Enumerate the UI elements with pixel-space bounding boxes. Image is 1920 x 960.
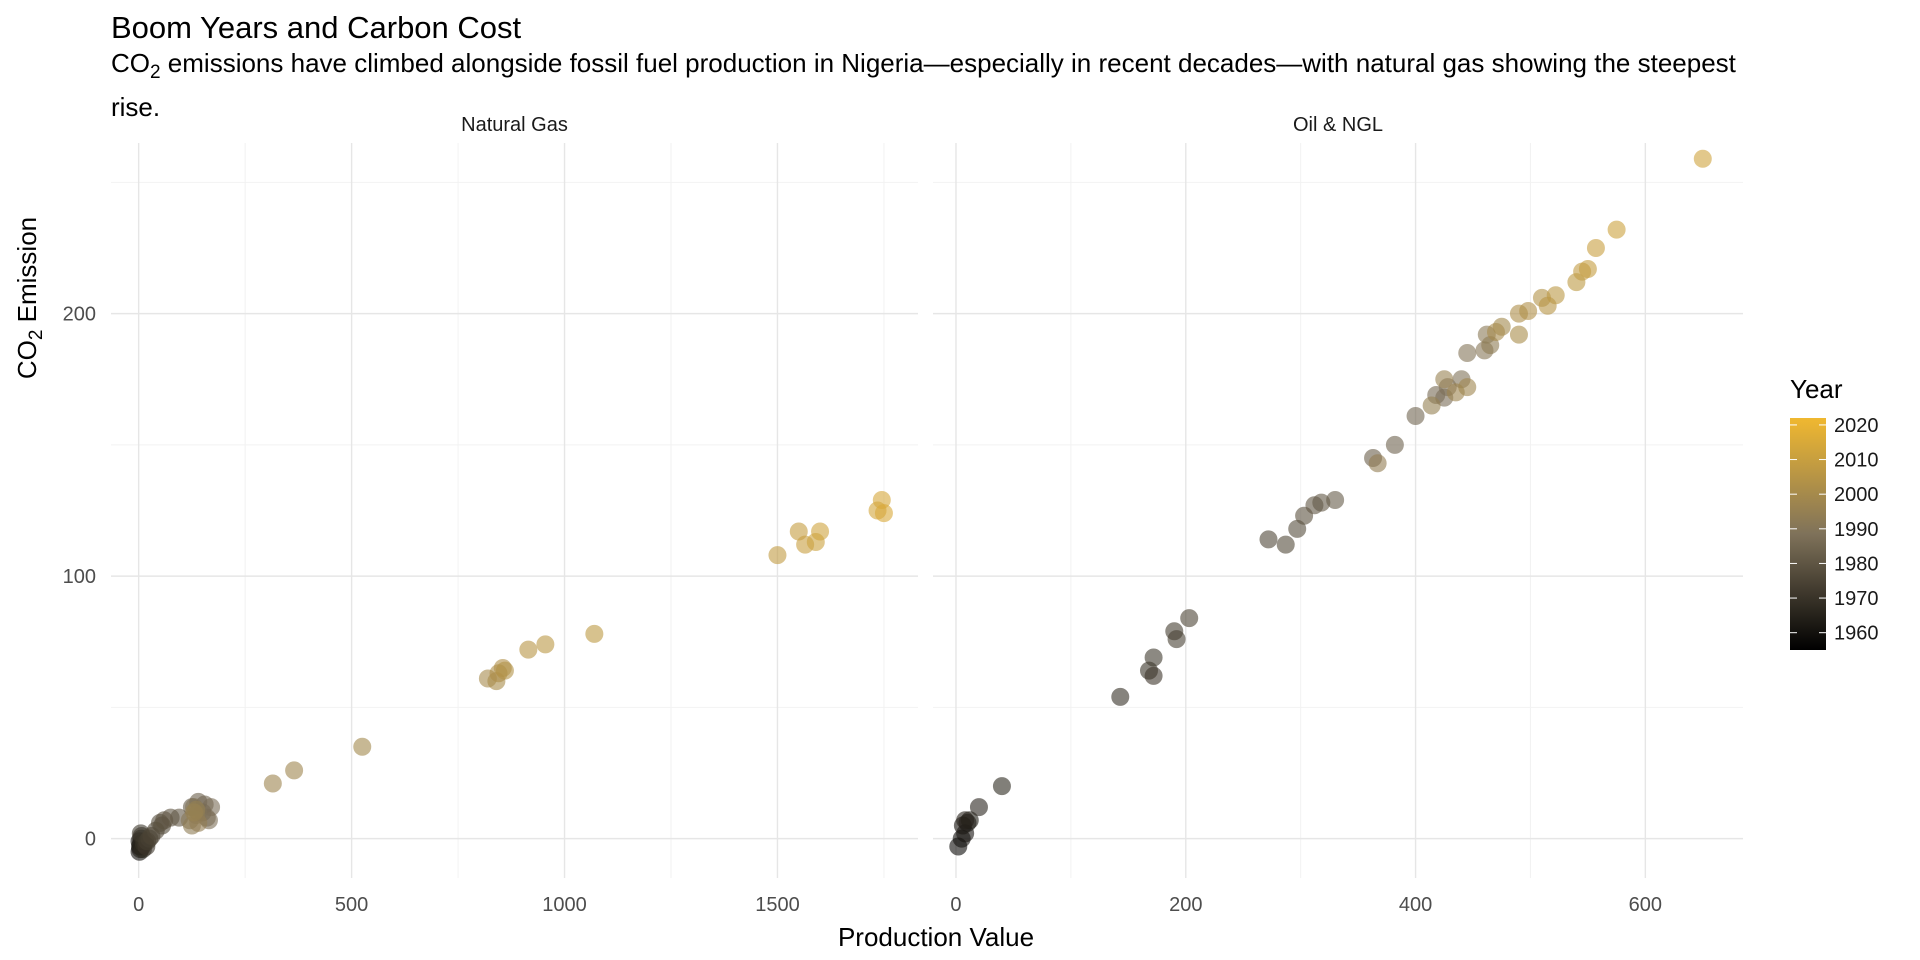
data-point — [536, 635, 555, 654]
legend-title: Year — [1790, 374, 1843, 404]
subtitle-text: emissions have climbed alongside fossil … — [111, 48, 1736, 123]
x-axis-title: Production Value — [838, 922, 1034, 952]
data-point — [1167, 630, 1186, 649]
data-point — [353, 737, 372, 756]
x-tick-label: 1500 — [755, 894, 800, 916]
data-point — [1458, 378, 1477, 397]
data-point — [1586, 239, 1605, 257]
x-tick-label: 0 — [133, 894, 144, 916]
data-point — [585, 624, 604, 643]
data-point — [1519, 302, 1538, 320]
data-point — [285, 761, 304, 780]
data-point — [1144, 648, 1163, 667]
legend-label: 2020 — [1834, 415, 1879, 437]
data-point — [1312, 493, 1331, 512]
data-point — [1385, 435, 1404, 454]
data-point — [495, 661, 514, 680]
legend-label: 1980 — [1834, 553, 1879, 575]
data-point — [1259, 530, 1278, 549]
data-point — [1693, 149, 1712, 168]
x-tick-label: 400 — [1399, 894, 1432, 916]
data-point — [1368, 454, 1387, 473]
x-tick-label: 0 — [950, 894, 961, 916]
data-point — [1326, 491, 1345, 509]
y-tick-label: 200 — [63, 304, 96, 326]
data-point — [768, 546, 787, 565]
facet-strip-label: Natural Gas — [461, 114, 568, 136]
data-point — [1509, 325, 1528, 344]
subtitle-co: CO — [111, 48, 150, 78]
legend-label: 2000 — [1834, 484, 1879, 506]
data-point — [1111, 687, 1130, 706]
chart-subtitle: CO2 emissions have climbed alongside fos… — [111, 46, 1761, 125]
data-point — [874, 504, 893, 523]
data-point — [1578, 260, 1597, 278]
facet-panel-0: 0 500 1000 1500 Natural Gas — [111, 114, 918, 916]
legend-label: 2010 — [1834, 450, 1879, 472]
y-axis-title-co: CO — [12, 340, 42, 379]
facet-panel-1: 0 200 400 600 Oil & NGL — [933, 114, 1743, 916]
data-point — [1406, 407, 1425, 425]
facet-strip-label: Oil & NGL — [1293, 114, 1383, 136]
data-point — [1435, 370, 1454, 389]
legend-label: 1970 — [1834, 588, 1879, 610]
y-axis-title-emission: Emission — [12, 217, 42, 330]
y-axis-title: CO2 Emission — [12, 217, 47, 379]
data-point — [1276, 535, 1295, 554]
legend-label: 1990 — [1834, 519, 1879, 541]
y-tick-label: 0 — [85, 829, 96, 851]
x-tick-label: 200 — [1169, 894, 1202, 916]
data-point — [1607, 220, 1626, 239]
subtitle-subscript: 2 — [150, 62, 161, 84]
data-point — [1180, 609, 1199, 628]
data-point — [263, 774, 282, 793]
data-point — [519, 640, 538, 659]
y-tick-label: 100 — [63, 566, 96, 588]
legend-labels: 2020 2010 2000 1990 1980 1970 1960 — [1790, 415, 1879, 645]
data-point — [1486, 323, 1505, 341]
data-point — [969, 798, 988, 817]
data-point — [811, 522, 830, 541]
chart-title: Boom Years and Carbon Cost — [111, 10, 522, 45]
data-point — [1144, 666, 1163, 685]
x-tick-label: 1000 — [542, 894, 587, 916]
x-tick-label: 500 — [335, 894, 368, 916]
data-point — [956, 811, 975, 830]
data-point — [1422, 396, 1441, 415]
legend-label: 1960 — [1834, 623, 1879, 645]
data-point — [1546, 286, 1565, 305]
legend-colorbar — [1790, 418, 1826, 650]
x-tick-label: 600 — [1629, 894, 1662, 916]
data-point — [185, 803, 204, 822]
color-legend: Year 2020 2010 2000 1990 1980 1970 1960 — [1790, 374, 1879, 650]
y-axis-title-subscript: 2 — [26, 330, 47, 341]
data-point — [1458, 344, 1477, 362]
data-point — [992, 777, 1011, 796]
